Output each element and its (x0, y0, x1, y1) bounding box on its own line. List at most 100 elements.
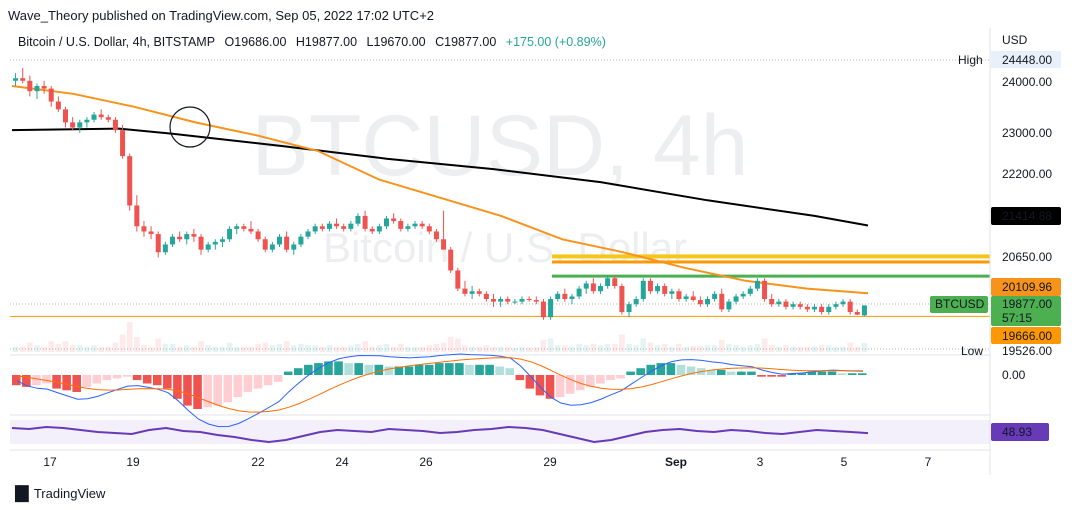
volume-bar (861, 342, 868, 352)
candle (162, 241, 168, 255)
macd-histogram-bar (404, 366, 414, 375)
candle-body (262, 239, 268, 250)
macd-histogram-bar (273, 375, 283, 382)
candle (847, 299, 853, 315)
volume-bar (226, 342, 233, 352)
volume-bar (98, 346, 105, 352)
macd-histogram-bar (42, 375, 51, 384)
volume-bar (611, 343, 618, 352)
candle (255, 228, 261, 242)
macd-histogram-bar (606, 375, 615, 381)
volume-bar (390, 346, 397, 352)
macd-histogram-bar (565, 375, 575, 394)
macd-histogram-bar (747, 371, 756, 375)
volume-bar (198, 341, 204, 352)
candle-body (433, 231, 439, 240)
candle (55, 96, 61, 112)
high-label: High (958, 53, 983, 67)
time-axis[interactable]: 17 19 22 24 26 29 Sep 3 5 7 (10, 449, 990, 469)
macd-histogram-bar (646, 364, 656, 375)
volume-bar (547, 338, 554, 352)
candle-body (405, 226, 411, 229)
volume-bar (248, 346, 254, 352)
time-label-29: 29 (543, 455, 557, 469)
candle-body (847, 301, 853, 313)
last-value: 19877.00 (1002, 297, 1052, 311)
volume-bar (347, 345, 354, 352)
candle (512, 299, 518, 305)
candle-body (612, 278, 618, 287)
candle-body (291, 244, 297, 250)
price-axis[interactable]: USD High 24448.00 24000.00 23000.00 2220… (930, 28, 1061, 475)
macd-histogram-bar (827, 371, 837, 375)
candle (312, 223, 318, 235)
volume-bar (469, 346, 475, 352)
candle-body (655, 286, 661, 292)
candle-body (598, 286, 603, 292)
candle (747, 286, 753, 297)
macd-histogram-bar (324, 361, 333, 375)
candle-body (533, 300, 539, 302)
volume-bar (276, 343, 283, 352)
candle (605, 275, 611, 289)
volume-bar (576, 343, 582, 352)
last-symbol-box (930, 296, 988, 313)
low-label: Low (961, 344, 983, 358)
candle-body (569, 296, 575, 300)
volume-bar (783, 345, 789, 352)
macd-histogram-bar (807, 371, 817, 375)
volume-bar (476, 346, 483, 352)
candle-body (305, 231, 311, 237)
volume-bar (405, 346, 411, 352)
candle (491, 293, 496, 307)
volume-bar (590, 343, 597, 352)
macd-histogram-bar (354, 363, 363, 375)
ma50-line (11, 85, 869, 295)
candle-body (469, 291, 475, 294)
volume-bar (340, 346, 347, 352)
candle-body (562, 293, 568, 300)
volume-bar (711, 345, 718, 352)
candle-body (705, 299, 710, 305)
macd-histogram-bar (112, 375, 122, 379)
candle-body (412, 223, 418, 227)
candle-body (341, 226, 347, 229)
candle-body (391, 218, 397, 222)
candle-body (540, 301, 546, 318)
candle (77, 119, 83, 133)
volume-bar (369, 346, 376, 352)
macd-signal-line (16, 357, 864, 413)
macd-histogram-bar (82, 375, 92, 387)
volume-bar (412, 346, 418, 352)
volume-bar (76, 345, 83, 352)
candle-body (626, 304, 632, 313)
volume-bar (233, 346, 240, 352)
watermark-ticker: BTCUSD, 4h (251, 98, 748, 194)
macd-histogram-bar (334, 361, 343, 375)
candle (733, 293, 739, 305)
candle-body (441, 239, 447, 250)
volume-bar (526, 347, 533, 352)
macd-histogram-bar (515, 375, 525, 381)
candle-body (277, 236, 282, 245)
footer-brand[interactable]: ▐█ TradingView (10, 485, 105, 501)
candle-body (198, 236, 204, 250)
candle (84, 117, 90, 128)
candle-body (205, 244, 211, 250)
symbol-ohlc-legend[interactable]: Bitcoin / U.S. Dollar, 4h, BITSTAMP O196… (18, 35, 612, 49)
candle-body (155, 234, 161, 253)
candle-body (298, 236, 304, 245)
volume-bar (240, 346, 247, 352)
candle-body (141, 226, 147, 232)
candle (405, 223, 411, 232)
candle-body (162, 244, 168, 253)
price-tick-20650: 20650.00 (1002, 250, 1052, 264)
time-label-5: 5 (841, 455, 848, 469)
candle (505, 296, 511, 305)
candle (433, 228, 439, 242)
candle (20, 67, 26, 84)
candle-body (783, 301, 789, 307)
volume-bar (604, 343, 611, 352)
macd-histogram-bar (716, 369, 726, 375)
